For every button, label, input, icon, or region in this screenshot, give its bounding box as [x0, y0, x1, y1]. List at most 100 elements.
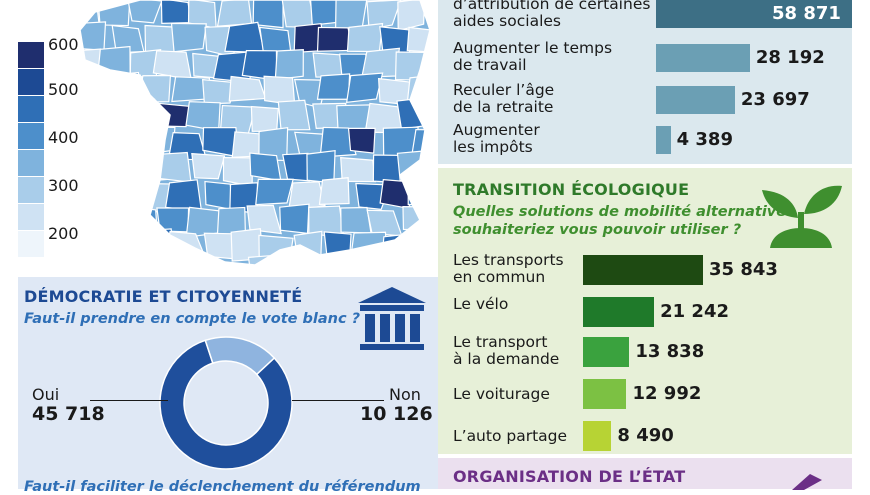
bar-label: Le voiturage — [453, 386, 550, 403]
map-department — [426, 0, 430, 23]
legend-swatch — [18, 177, 44, 204]
bar-label: L’auto partage — [453, 428, 567, 445]
yes-value: 45 718 — [32, 403, 105, 425]
bar-label-line: de travail — [453, 56, 527, 74]
map-department — [306, 261, 340, 265]
map-department — [83, 183, 114, 213]
map-department — [80, 257, 109, 265]
bar — [656, 126, 671, 154]
democratie-panel: DÉMOCRATIE ET CITOYENNETÉ Faut-il prendr… — [18, 277, 438, 495]
map-department — [402, 258, 430, 265]
bar — [656, 86, 735, 114]
map-department — [80, 77, 114, 103]
legend-swatch — [18, 150, 44, 177]
map-department — [368, 260, 402, 265]
bar-value-label: 28 192 — [755, 47, 825, 68]
map-department — [159, 259, 198, 265]
democratie-question-2: Faut-il faciliter le déclenchement du ré… — [24, 479, 421, 495]
map-department — [126, 0, 163, 24]
map-department — [287, 181, 326, 213]
map-department — [97, 260, 133, 265]
legend-swatch — [18, 69, 44, 96]
map-department — [340, 206, 372, 234]
map-department — [100, 150, 133, 183]
map-department — [131, 258, 163, 265]
legend-tick: 400 — [48, 128, 79, 147]
bar-value-label: 8 490 — [617, 425, 674, 446]
map-department — [316, 73, 351, 100]
map-department — [224, 21, 265, 53]
vote-blanc-donut-chart — [159, 336, 293, 470]
etat-panel: ORGANISATION DE L’ÉTAT — [438, 458, 852, 490]
map-department — [97, 102, 128, 135]
bar-label: Reculer l’âge de la retraite — [453, 82, 554, 116]
bar-label: Le transport à la demande — [453, 334, 559, 368]
yes-leader-line — [90, 400, 168, 401]
map-department — [259, 26, 292, 54]
map-department — [397, 0, 426, 32]
bar-label-line: les impôts — [453, 138, 533, 156]
map-department — [426, 203, 430, 237]
map-department — [312, 52, 344, 78]
map-department — [156, 207, 190, 233]
map-department — [407, 175, 430, 206]
map-department — [309, 0, 340, 26]
map-department — [319, 126, 357, 158]
map-department — [170, 22, 207, 53]
map-department — [279, 255, 316, 265]
map-department — [108, 228, 142, 259]
bar-value-label: 58 871 — [772, 3, 841, 24]
map-legend — [18, 42, 44, 258]
map-department — [222, 156, 254, 187]
bar-label-line: Le transport — [453, 333, 548, 351]
bar-value-label: 12 992 — [632, 383, 702, 404]
map-department — [341, 260, 377, 265]
legend-tick: 200 — [48, 224, 79, 243]
legend-swatch — [18, 231, 44, 258]
bar-label-line: Les transports — [453, 251, 564, 269]
map-department — [216, 0, 253, 27]
map-department — [241, 49, 278, 81]
map-department — [323, 231, 352, 261]
map-department — [204, 180, 234, 211]
map-department — [347, 127, 376, 154]
no-value: 10 126 — [360, 403, 433, 425]
bar-label-line: d’attribution de certaines — [453, 0, 651, 13]
bar-value-label: 13 838 — [635, 341, 705, 362]
bar-label-line: de la retraite — [453, 98, 554, 116]
bar-label: d’attribution de certaines aides sociales — [453, 0, 650, 30]
legend-swatch — [18, 96, 44, 123]
bar — [583, 255, 703, 285]
map-department — [279, 203, 310, 235]
map-department — [185, 101, 221, 132]
bar-label-line: Reculer l’âge — [453, 81, 555, 99]
map-department — [380, 232, 419, 265]
map-department — [160, 0, 192, 24]
map-department — [191, 153, 226, 180]
pen-icon — [792, 474, 822, 490]
bar-label-line: Le voiturage — [453, 385, 550, 403]
map-department — [263, 75, 296, 106]
ecologie-panel: TRANSITION ÉCOLOGIQUE Quelles solutions … — [438, 168, 852, 454]
bar — [583, 337, 630, 367]
map-department — [345, 72, 384, 104]
bar-label: Augmenter le temps de travail — [453, 40, 612, 74]
map-department — [274, 48, 304, 81]
bar-label-line: Augmenter le temps — [453, 39, 613, 57]
bar-label: Le vélo — [453, 296, 508, 313]
map-department — [252, 0, 284, 29]
bar-value-label: 4 389 — [676, 129, 733, 150]
map-department — [126, 205, 158, 236]
ecologie-title: TRANSITION ÉCOLOGIQUE — [453, 180, 690, 199]
institution-icon — [358, 287, 426, 350]
map-department — [427, 104, 430, 132]
map-department — [349, 231, 388, 262]
bar-value-label: 35 843 — [709, 259, 778, 280]
map-department — [94, 206, 134, 232]
map-department — [164, 179, 203, 213]
ecologie-question-line2: souhaiteriez vous pouvoir utiliser ? — [453, 222, 742, 238]
map-department — [127, 98, 158, 127]
map-department — [306, 149, 336, 184]
bar-value-label: 21 242 — [660, 301, 729, 322]
bar — [656, 44, 750, 72]
